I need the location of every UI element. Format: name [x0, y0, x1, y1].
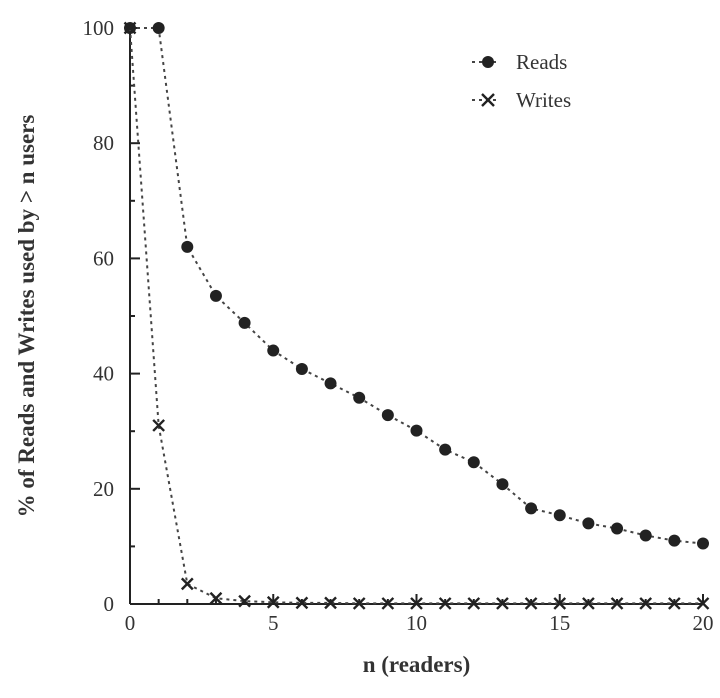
writes-point: [610, 597, 624, 610]
y-axis-title: % of Reads and Writes used by > n users: [14, 115, 39, 518]
reads-point: [611, 522, 624, 535]
reads-point: [181, 240, 194, 253]
reads-point: [209, 289, 222, 302]
reads-line: [130, 27, 704, 545]
series-reads: [124, 22, 709, 550]
writes-point: [553, 597, 567, 610]
y-tick-label: 40: [93, 362, 114, 386]
reads-point: [525, 502, 538, 515]
reads-point: [267, 344, 280, 357]
x-tick-label: 5: [268, 611, 279, 635]
reads-point: [238, 316, 251, 329]
writes-point: [438, 597, 452, 610]
writes-point: [696, 597, 710, 610]
y-tick-label: 100: [83, 16, 115, 40]
x-tick-label: 10: [406, 611, 427, 635]
ticks: 0 5 10 15 20 0 20 40 60 80 100: [83, 16, 714, 635]
legend-writes-marker: [481, 93, 495, 107]
reads-point: [439, 443, 452, 456]
reads-point: [668, 534, 681, 547]
legend-reads-marker: [482, 56, 494, 68]
x-tick-label: 20: [693, 611, 714, 635]
y-tick-label: 20: [93, 477, 114, 501]
reads-point: [152, 22, 165, 34]
y-tick-label: 0: [104, 592, 115, 616]
legend-item-reads: Reads: [472, 50, 567, 74]
reads-point: [639, 529, 652, 542]
legend-writes-label: Writes: [516, 88, 571, 112]
writes-point: [524, 597, 538, 610]
series-writes: [123, 21, 710, 610]
writes-point: [295, 596, 309, 610]
reads-point: [295, 362, 308, 375]
axes: [129, 26, 703, 605]
reads-point: [410, 424, 423, 437]
reads-point: [697, 537, 709, 550]
x-axis-title: n (readers): [363, 652, 471, 677]
legend: Reads Writes: [472, 50, 571, 112]
reads-point: [381, 409, 394, 422]
reads-point: [496, 478, 509, 491]
writes-point: [410, 597, 423, 610]
writes-point: [238, 594, 251, 608]
reads-point: [582, 517, 595, 530]
writes-point: [152, 419, 165, 432]
writes-point: [180, 577, 194, 591]
writes-point: [324, 596, 337, 610]
y-tick-label: 80: [93, 131, 114, 155]
reads-point: [553, 509, 566, 522]
reads-point: [467, 456, 480, 469]
writes-point: [582, 597, 595, 610]
writes-line: [129, 27, 703, 605]
reads-point: [353, 391, 366, 404]
writes-point: [209, 591, 223, 605]
writes-point: [381, 597, 395, 610]
writes-point: [266, 595, 280, 609]
writes-point: [352, 597, 366, 610]
legend-item-writes: Writes: [472, 88, 571, 112]
y-tick-label: 60: [93, 246, 114, 270]
x-tick-label: 0: [125, 611, 136, 635]
legend-reads-label: Reads: [516, 50, 567, 74]
writes-point: [668, 597, 681, 610]
reads-point: [324, 377, 337, 390]
writes-point: [123, 21, 137, 35]
x-tick-label: 15: [549, 611, 570, 635]
writes-point: [467, 597, 481, 610]
writes-point: [639, 597, 653, 610]
series-layer: [123, 21, 710, 610]
writes-point: [496, 597, 509, 610]
